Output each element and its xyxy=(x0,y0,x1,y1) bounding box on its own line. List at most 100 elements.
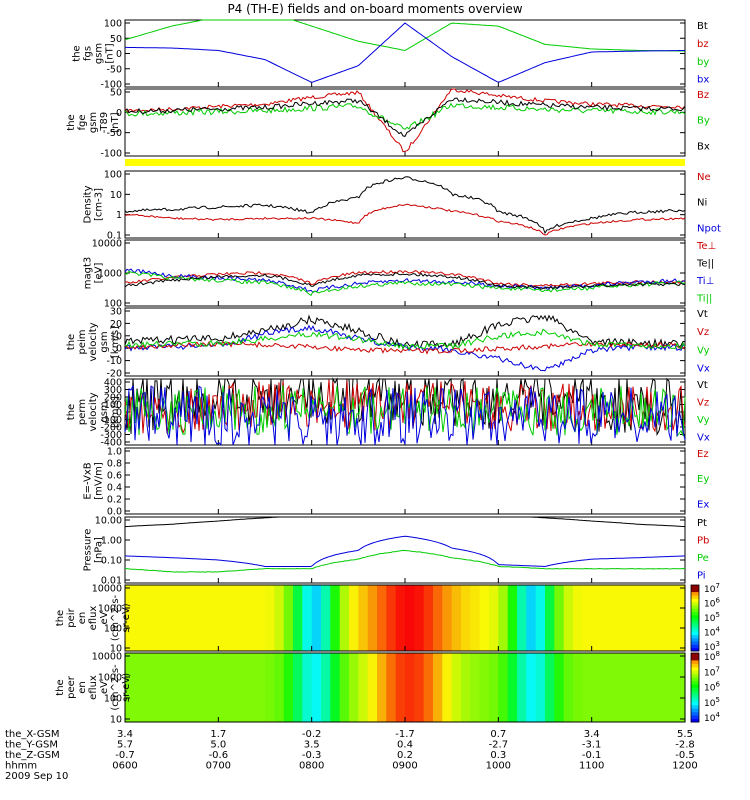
trace-temp-ti xyxy=(124,268,686,293)
spectrogram-cell xyxy=(171,585,182,651)
panel-frame xyxy=(124,447,686,515)
y-tick-label: 10 xyxy=(110,715,122,726)
y-axis-label: the xyxy=(72,45,83,61)
y-tick-label: 10 xyxy=(110,190,122,201)
spectrogram-cell xyxy=(246,585,257,651)
spectrogram-cell xyxy=(199,653,210,722)
time-axis-value: 5.0 xyxy=(210,740,226,751)
trace-peim-vy xyxy=(124,328,686,351)
legend-temp-1: Te|| xyxy=(696,259,714,270)
spectrogram-cell xyxy=(377,585,387,651)
spectrogram-cell xyxy=(554,653,565,722)
time-axis-value: 3.4 xyxy=(117,729,133,740)
panel-density xyxy=(124,170,686,239)
spectrogram-cell xyxy=(517,585,527,651)
legend-perm-2: Vy xyxy=(697,415,710,426)
y-axis-label: velocity xyxy=(88,392,99,431)
trace-perm-vz xyxy=(124,379,686,435)
panel-peim xyxy=(124,307,686,377)
colorbar-step xyxy=(691,653,699,657)
colorbar-step xyxy=(691,687,699,692)
time-axis-value: 0800 xyxy=(299,761,324,772)
panel-frame xyxy=(124,19,686,88)
y-tick-label: 400 xyxy=(104,378,122,389)
spectrogram-cell xyxy=(517,653,527,722)
y-tick-label: -100 xyxy=(100,415,122,426)
spectrogram-cell xyxy=(638,653,649,722)
spectrogram-cell xyxy=(526,653,537,722)
spectrogram-cell xyxy=(190,585,201,651)
y-axis-label: gsm xyxy=(88,112,99,133)
time-axis-value: 0.4 xyxy=(397,740,413,751)
y-axis-label: magt3 xyxy=(83,257,94,290)
y-tick-label: 0 xyxy=(116,408,122,419)
y-tick-label: 100 xyxy=(104,299,122,310)
colorbar-step xyxy=(691,631,699,635)
time-axis-value: 1.7 xyxy=(210,729,226,740)
colorbar-step xyxy=(691,627,699,632)
spectrogram-cell xyxy=(423,653,434,722)
y-axis-label: the xyxy=(66,114,77,130)
spectrogram-cell xyxy=(255,585,266,651)
panel-frame xyxy=(124,88,686,157)
colorbar-step xyxy=(691,611,699,616)
legend-density-0: Ne xyxy=(697,172,711,183)
y-axis-label: Density xyxy=(83,185,94,223)
spectrogram-cell xyxy=(433,653,443,722)
legend-fgs-1: bz xyxy=(697,39,709,50)
legend-pressure-0: Pt xyxy=(697,518,707,529)
spectrogram-cell xyxy=(330,585,341,651)
spectrogram-cell xyxy=(507,653,518,722)
colorbar-step xyxy=(691,624,699,629)
spectrogram-cell xyxy=(265,653,275,722)
trace-pressure-pe xyxy=(124,549,686,573)
colorbar-step xyxy=(691,618,699,622)
y-tick-label: 10.00 xyxy=(95,516,122,527)
y-tick-label: 0 xyxy=(116,344,122,355)
colorbar-label: 105 xyxy=(704,611,720,624)
colorbar-step xyxy=(691,684,699,688)
y-tick-label: -100 xyxy=(100,80,122,91)
spectrogram-cell xyxy=(349,585,359,651)
spectrogram-cell xyxy=(339,585,350,651)
y-axis-label: the xyxy=(66,404,77,420)
trace-temp-tipar xyxy=(124,270,686,297)
time-axis-value: -2.8 xyxy=(675,740,695,751)
y-axis-label: the xyxy=(55,679,66,695)
legend-fgs-3: bx xyxy=(697,75,709,86)
spectrogram-cell xyxy=(657,585,667,651)
spectrogram-cell xyxy=(498,653,509,722)
spectrogram-cell xyxy=(666,653,677,722)
figure-title: P4 (TH-E) fields and on-board moments ov… xyxy=(227,2,523,16)
time-axis-row-label: the_X-GSM xyxy=(5,729,59,740)
spectrogram-cell xyxy=(619,585,630,651)
legend-fgs-2: by xyxy=(697,57,709,68)
y-tick-label: -400 xyxy=(100,438,122,449)
trace-peim-vt xyxy=(124,314,686,350)
time-axis-value: 1100 xyxy=(579,761,604,772)
time-axis-value: 0.7 xyxy=(490,729,506,740)
y-tick-label: 10 xyxy=(110,331,122,342)
trace-temp-tepar xyxy=(124,272,686,291)
spectrogram-cell xyxy=(367,653,378,722)
y-axis-label: [km/s] xyxy=(110,326,121,358)
y-tick-label: -50 xyxy=(106,128,122,139)
colorbar-step xyxy=(691,690,699,695)
colorbar-peer xyxy=(690,652,700,723)
time-axis-value: -2.7 xyxy=(489,740,509,751)
y-axis-label: [eV] xyxy=(94,263,105,284)
colorbar-label: 107 xyxy=(704,582,720,595)
spectrogram-cell xyxy=(134,585,145,651)
colorbar-step xyxy=(691,680,699,685)
colorbar-step xyxy=(691,701,699,706)
y-axis-label: the xyxy=(66,334,77,350)
y-tick-label: 0.10 xyxy=(101,556,122,567)
legend-pressure-2: Pe xyxy=(697,553,709,564)
y-axis-label: E=-VxB xyxy=(83,462,94,499)
spectrogram-cell xyxy=(302,585,313,651)
trace-pressure-pi xyxy=(124,535,686,568)
y-axis-label: fgs xyxy=(83,46,94,61)
y-tick-label: 1000 xyxy=(98,673,122,684)
y-axis-label: [nT] xyxy=(105,43,116,63)
y-axis-label: [km/s] xyxy=(110,396,121,428)
